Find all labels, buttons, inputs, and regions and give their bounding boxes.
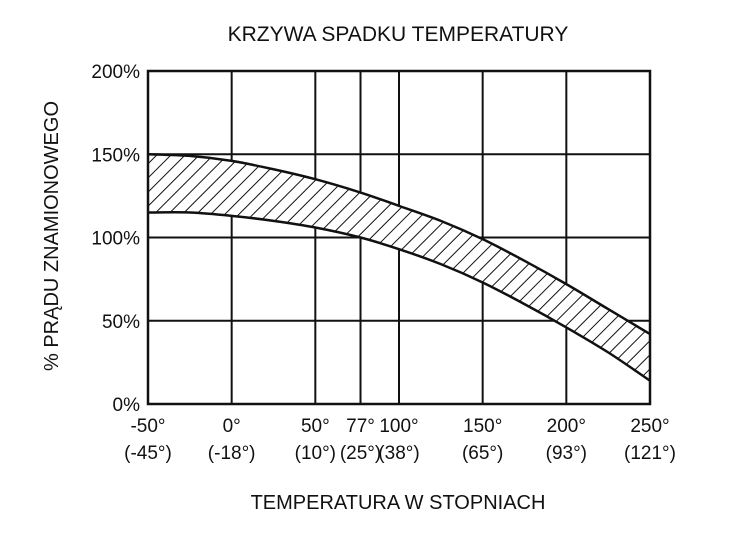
y-axis-label: % PRĄDU ZNAMIONOWEGO	[41, 101, 63, 371]
x-tick-sublabel: (121°)	[624, 443, 676, 464]
lower-curve	[147, 211, 651, 382]
x-tick-label: 250°	[630, 416, 669, 437]
x-tick-sublabel: (-18°)	[208, 443, 256, 464]
y-tick-label: 50%	[102, 312, 140, 333]
plot-border	[146, 69, 652, 406]
hatched-band	[148, 154, 650, 381]
x-tick-label: 50°	[301, 416, 330, 437]
x-tick-label: 77°	[346, 416, 375, 437]
chart-title: KRZYWA SPADKU TEMPERATURY	[228, 23, 569, 46]
x-axis-label: TEMPERATURA W STOPNIACH	[251, 492, 546, 514]
upper-curve	[147, 153, 651, 336]
plot-area: 0% 50% 100% 150% 200% -50° (-45°) 0° (-18°) 50° (1…	[91, 62, 676, 464]
y-tick-label: 150%	[91, 145, 140, 166]
x-tick-sublabel: (-45°)	[124, 443, 172, 464]
x-tick-sublabel: (25°)	[340, 443, 381, 464]
x-tick-label: 150°	[463, 416, 502, 437]
x-tick-sublabel: (65°)	[462, 443, 503, 464]
y-tick-label: 0%	[113, 395, 141, 416]
x-tick-sublabel: (38°)	[378, 443, 419, 464]
y-tick-label: 200%	[91, 62, 140, 83]
x-tick-label: 0°	[223, 416, 241, 437]
x-tick-label: -50°	[130, 416, 165, 437]
x-tick-sublabel: (10°)	[295, 443, 336, 464]
x-tick-label: 100°	[379, 416, 418, 437]
y-tick-label: 100%	[91, 229, 140, 250]
x-tick-sublabel: (93°)	[546, 443, 587, 464]
x-tick-label: 200°	[547, 416, 586, 437]
